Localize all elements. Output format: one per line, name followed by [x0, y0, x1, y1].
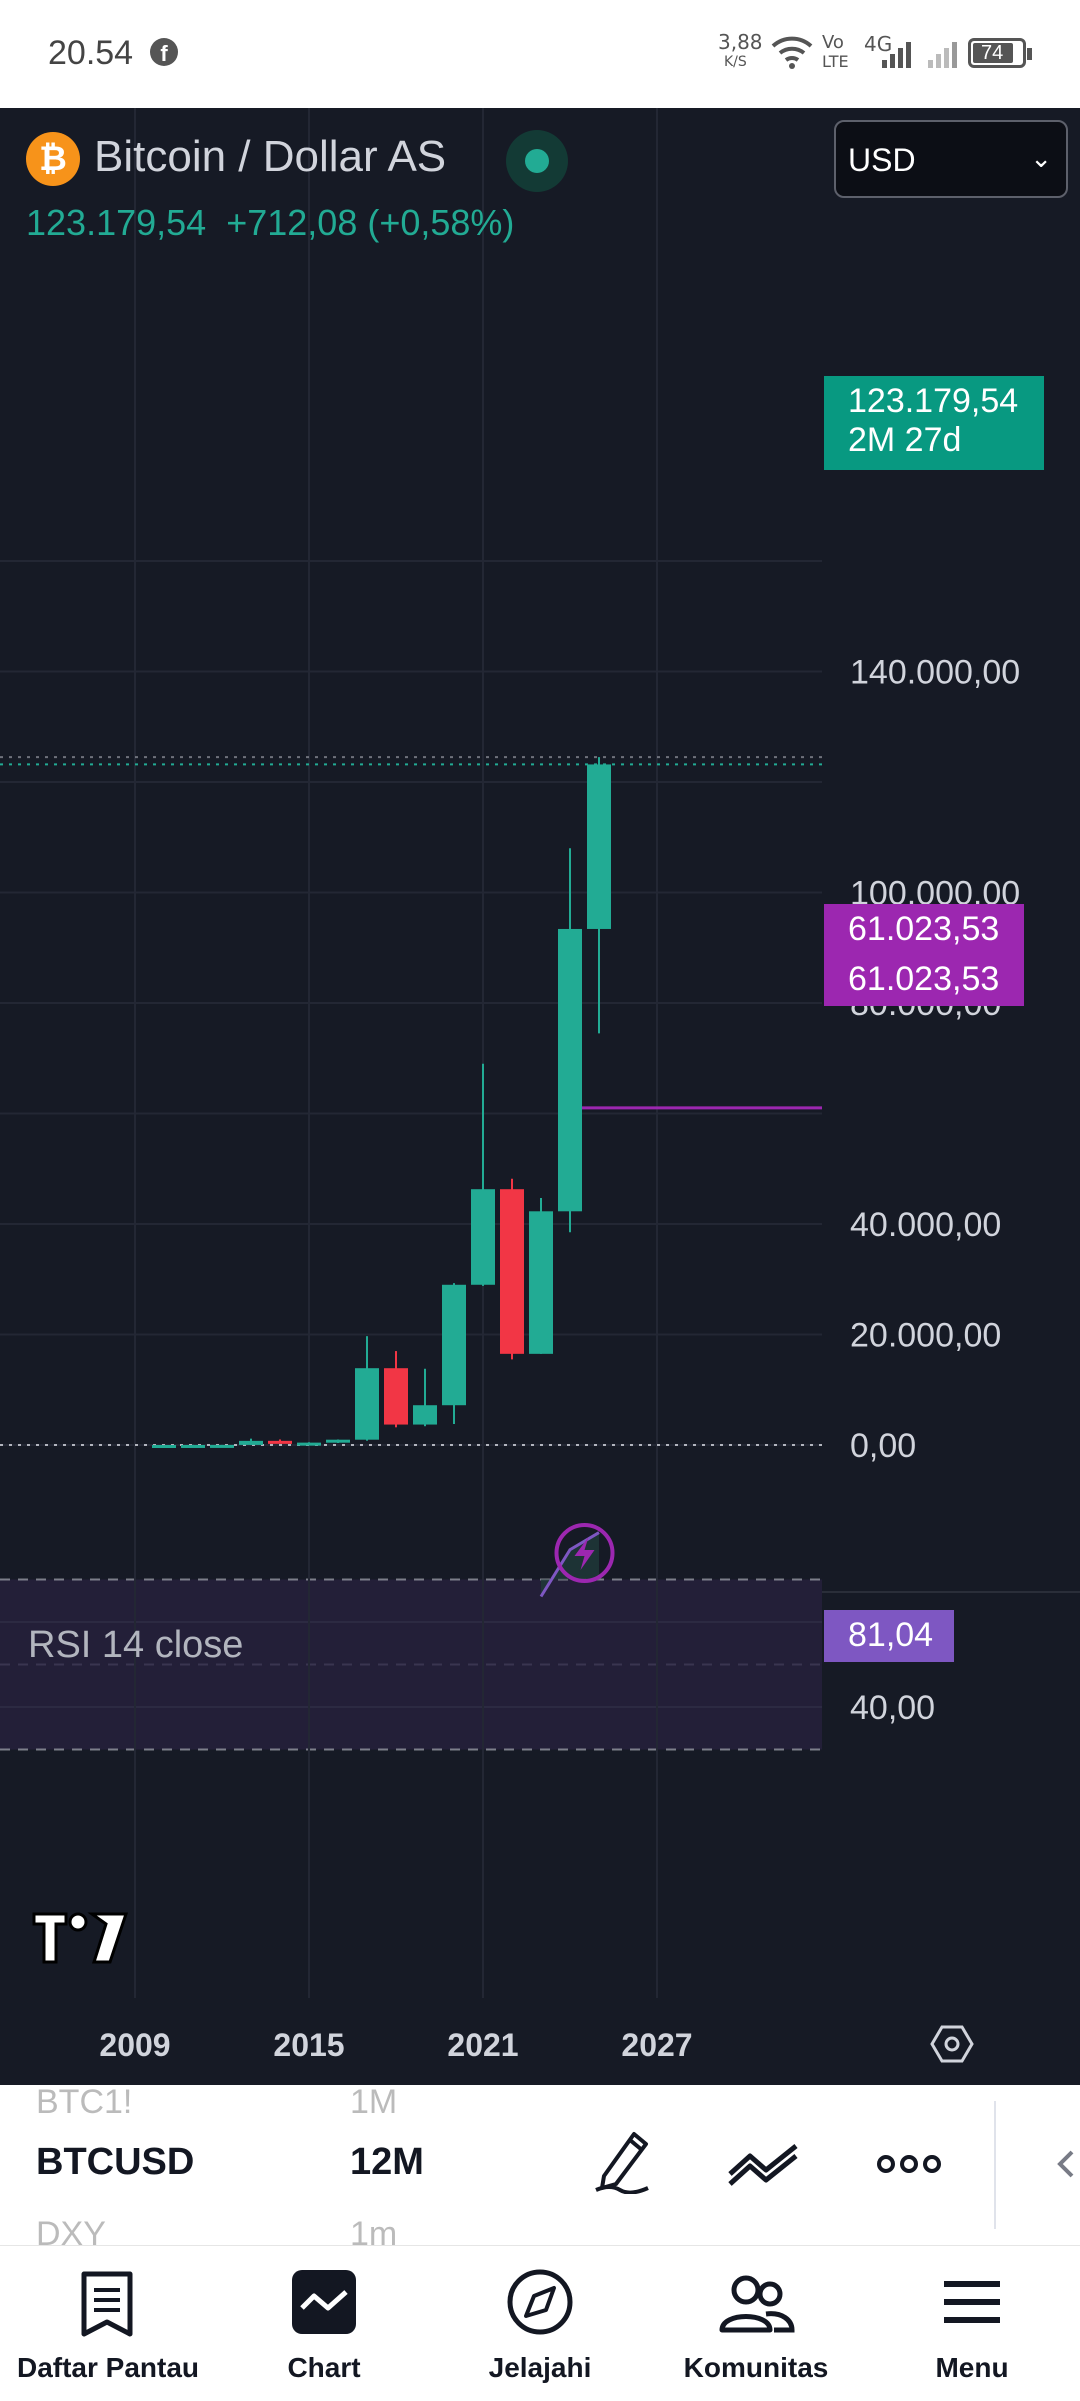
current-interval[interactable]: 12M — [350, 2141, 424, 2183]
settings-dot — [944, 2036, 960, 2052]
horizontal-line-plate-2: 61.023,53 — [824, 954, 1024, 1006]
horizontal-line-value: 61.023,53 — [848, 910, 1000, 948]
last-price: 123.179,54 — [26, 202, 207, 243]
candle-body — [413, 1405, 437, 1425]
candle-body — [181, 1444, 205, 1448]
chevron-down-icon: ⌄ — [1030, 144, 1052, 174]
candle-body — [442, 1284, 466, 1406]
rsi-value-plate: 81,04 — [824, 1610, 954, 1662]
nav-menu[interactable]: Menu — [872, 2246, 1072, 2401]
price-axis-label: 20.000,00 — [850, 1317, 1001, 1355]
candle-body — [558, 928, 582, 1212]
network-type: 4G — [864, 32, 893, 56]
nav-label-explore: Jelajahi — [488, 2352, 592, 2383]
watchlist-icon — [81, 2271, 133, 2337]
prev-symbol[interactable]: BTC1! — [36, 2085, 133, 2121]
rsi-label[interactable]: RSI 14 close — [28, 1624, 244, 1666]
candle-body — [384, 1368, 408, 1425]
lightning-bolt — [574, 1537, 595, 1570]
horizontal-line-value-2: 61.023,53 — [848, 960, 1000, 998]
symbol-switcher[interactable]: BTC1! 1M BTCUSD 12M DXY 1m — [0, 2085, 1080, 2245]
price-axis-label: 140.000,00 — [850, 654, 1020, 692]
volte-label-bottom: LTE — [822, 52, 849, 71]
candle-body — [326, 1439, 350, 1443]
volte-label-top: Vo — [822, 32, 844, 53]
quote-line: 123.179,54 +712,08 (+0,58%) — [26, 202, 514, 244]
current-symbol[interactable]: BTCUSD — [36, 2141, 195, 2183]
time-axis-label: 2015 — [273, 2027, 344, 2063]
last-price-label: 123.179,54 — [848, 382, 1019, 420]
candle-body — [297, 1442, 321, 1446]
signal-icon — [882, 42, 911, 68]
nav-label-watchlist: Daftar Pantau — [16, 2352, 200, 2383]
battery-level: 74 — [981, 42, 1004, 64]
candle-body — [355, 1368, 379, 1440]
price-axis-label: 40.000,00 — [850, 1206, 1001, 1244]
nav-community[interactable]: Komunitas — [656, 2246, 856, 2401]
prev-interval[interactable]: 1M — [350, 2085, 398, 2121]
candle-body — [500, 1189, 524, 1354]
candle-body — [471, 1189, 495, 1285]
pencil-icon[interactable] — [590, 2126, 654, 2194]
nav-explore[interactable]: Jelajahi — [440, 2246, 640, 2401]
tradingview-logo-icon — [32, 1912, 129, 1964]
candle-body — [268, 1440, 292, 1444]
facebook-icon: f — [150, 38, 178, 66]
rsi-line — [539, 1531, 600, 1598]
currency-value: USD — [848, 142, 916, 178]
status-time: 20.54 — [48, 34, 134, 72]
chart-icon — [292, 2270, 356, 2334]
candle-body — [210, 1444, 234, 1448]
price-change: +712,08 (+0,58%) — [226, 202, 515, 243]
bar-countdown: 2M 27d — [848, 421, 962, 459]
symbol-title[interactable]: Bitcoin / Dollar AS — [94, 132, 447, 181]
nav-label-menu: Menu — [935, 2352, 1009, 2383]
nav-watchlist[interactable]: Daftar Pantau — [8, 2246, 208, 2401]
menu-icon — [944, 2281, 1000, 2323]
nav-chart[interactable]: Chart — [224, 2246, 424, 2401]
data-speed: 3,88 — [718, 30, 763, 54]
candle-body — [239, 1440, 263, 1445]
toolbar-divider — [994, 2101, 996, 2229]
nav-label-community: Komunitas — [683, 2352, 829, 2383]
candle-body — [152, 1444, 176, 1448]
last-price-plate: 123.179,54 2M 27d — [824, 376, 1044, 470]
next-interval[interactable]: 1m — [350, 2215, 398, 2245]
market-status-icon[interactable] — [506, 130, 568, 192]
wifi-icon — [771, 36, 813, 69]
nav-label-chart: Chart — [287, 2352, 361, 2383]
rsi-value: 81,04 — [848, 1616, 934, 1654]
signal-2-icon — [928, 42, 957, 68]
price-axis-label: 0,00 — [850, 1427, 916, 1465]
collapse-icon[interactable] — [1052, 2146, 1080, 2182]
rsi-axis-label: 40,00 — [850, 1689, 935, 1727]
time-axis-label: 2009 — [99, 2027, 170, 2063]
horizontal-line-plate: 61.023,53 — [824, 904, 1024, 956]
time-axis-label: 2027 — [621, 2027, 692, 2063]
next-symbol[interactable]: DXY — [36, 2215, 106, 2245]
lightning-icon — [554, 1523, 615, 1583]
community-icon — [719, 2275, 795, 2333]
currency-select[interactable]: USD ⌄ — [834, 120, 1068, 198]
data-speed-unit: K/S — [724, 54, 747, 70]
candle-body — [529, 1211, 553, 1354]
bitcoin-logo-icon: ₿ — [26, 132, 80, 186]
candle-body — [587, 764, 611, 929]
compass-icon — [507, 2269, 573, 2335]
lightning-circle — [554, 1523, 615, 1583]
indicator-icon[interactable] — [726, 2140, 802, 2188]
more-icon[interactable] — [876, 2150, 942, 2178]
status-bar: 20.54 f 3,88 K/S Vo LTE 4G 74 — [0, 0, 1080, 108]
settings-hexagon — [930, 2025, 974, 2063]
battery-icon: 74 — [968, 38, 1032, 68]
chart-settings-icon[interactable] — [930, 2025, 974, 2063]
time-axis-label: 2021 — [447, 2027, 518, 2063]
bottom-nav: Daftar Pantau Chart Jelajahi Komunitas M… — [0, 2245, 1080, 2401]
